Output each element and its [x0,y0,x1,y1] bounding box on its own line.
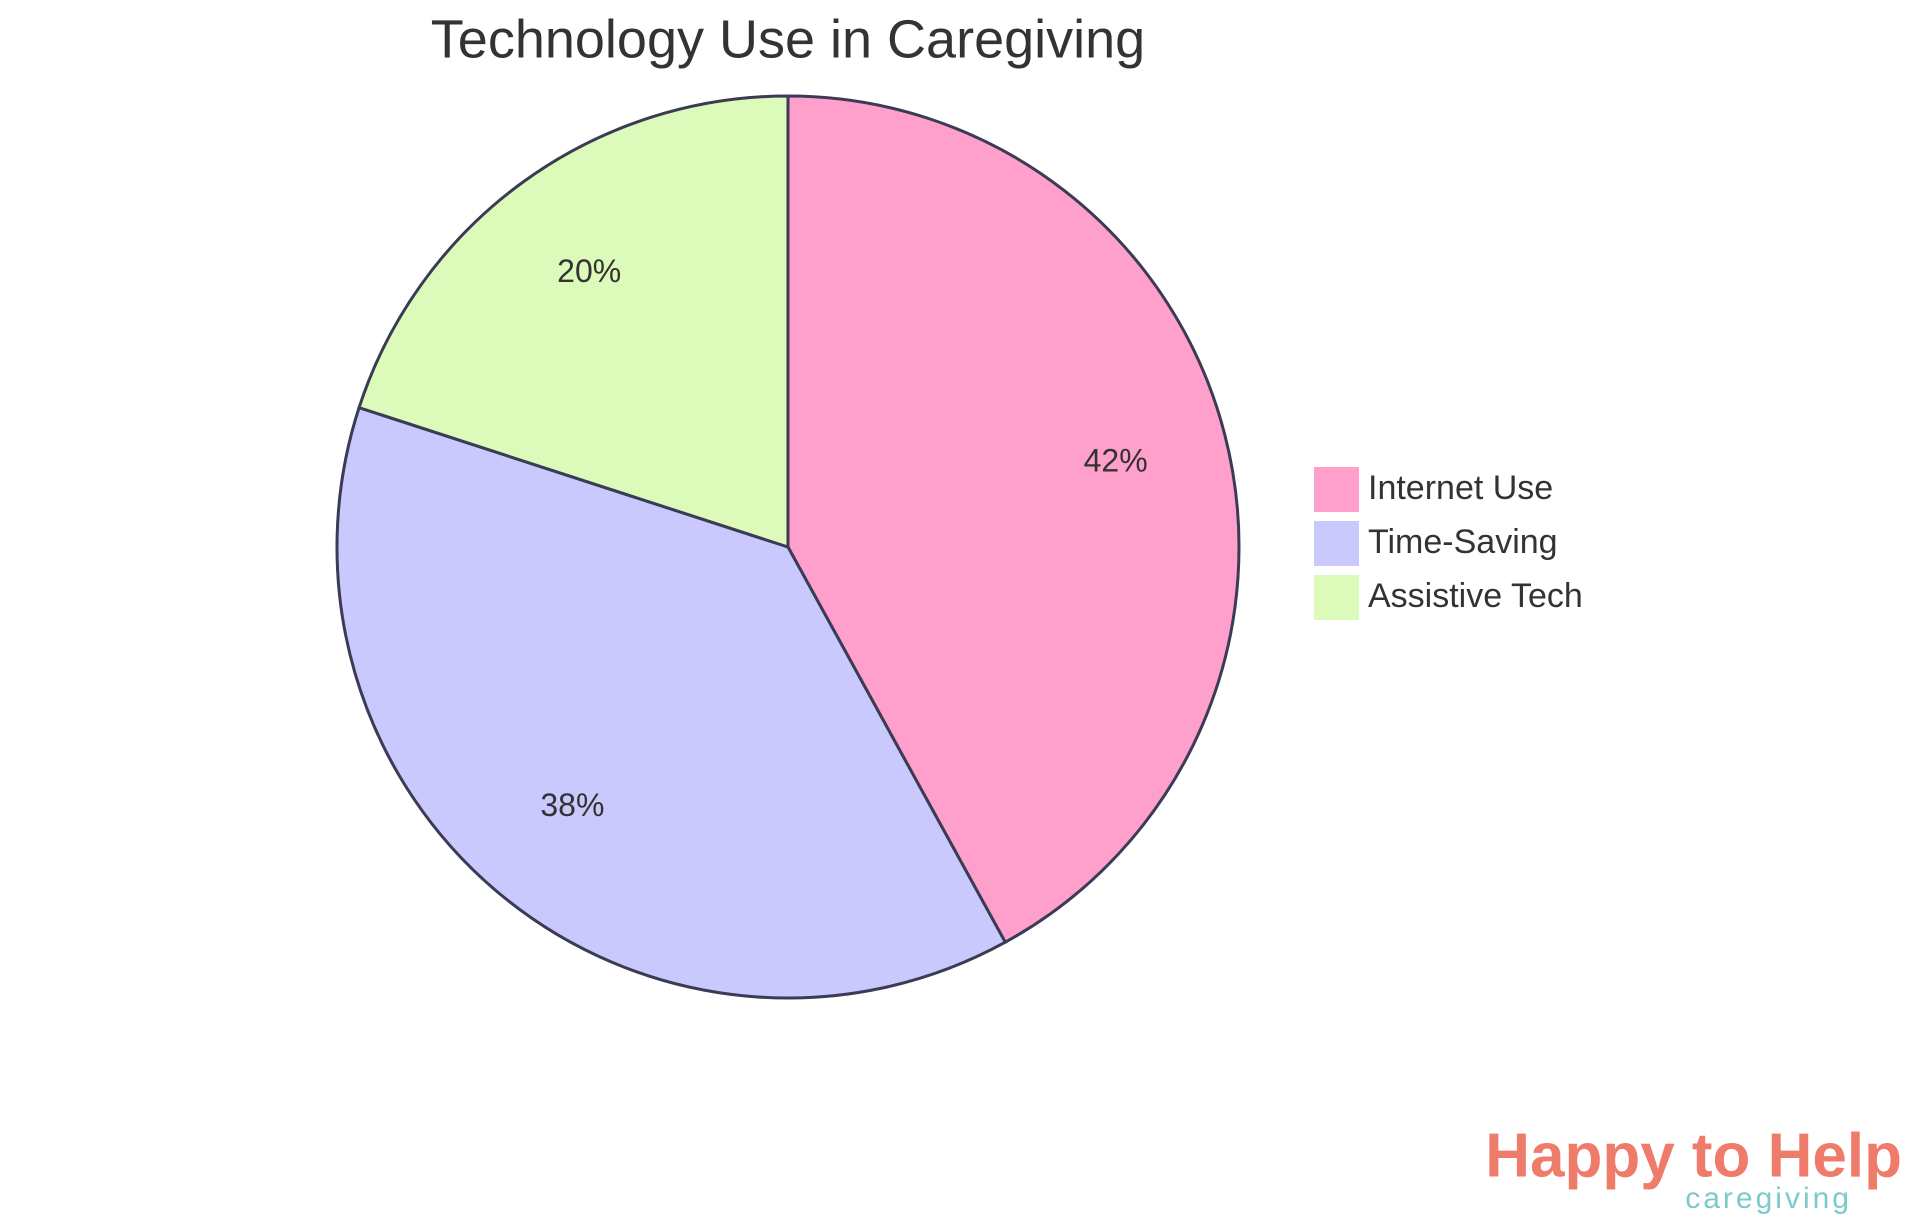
logo-tagline: caregiving [1685,1182,1852,1215]
legend-swatch [1314,575,1359,620]
chart-title: Technology Use in Caregiving [431,9,1145,69]
legend-swatch [1314,467,1359,512]
legend-label: Time-Saving [1368,523,1558,561]
logo-name: Happy to Help [1485,1121,1902,1190]
pie-slice [786,94,1241,945]
legend-label: Assistive Tech [1368,577,1583,615]
slice-label: 20% [557,253,621,289]
slice-label: 38% [540,787,604,823]
pie-slice [335,405,1008,1000]
legend-swatch [1314,521,1359,566]
slice-label: 42% [1084,442,1148,478]
pie-slice [357,94,790,550]
legend-label: Internet Use [1368,469,1553,507]
